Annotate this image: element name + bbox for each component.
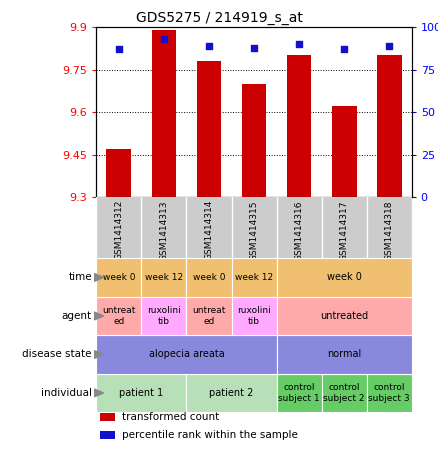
Bar: [96, 335, 276, 374]
Text: untreated: untreated: [320, 311, 368, 321]
Bar: [106, 149, 131, 197]
Bar: [287, 55, 311, 197]
Bar: [276, 335, 412, 374]
Text: GSM1414317: GSM1414317: [339, 200, 349, 260]
Polygon shape: [94, 312, 104, 320]
Text: ruxolini
tib: ruxolini tib: [237, 306, 271, 326]
Bar: [99, 413, 115, 421]
Text: agent: agent: [62, 311, 92, 321]
Text: week 0: week 0: [327, 272, 362, 283]
Bar: [276, 374, 321, 412]
Text: patient 1: patient 1: [119, 388, 163, 398]
Bar: [242, 84, 266, 197]
Point: [160, 35, 167, 43]
Bar: [367, 374, 412, 412]
Bar: [321, 374, 367, 412]
Text: time: time: [68, 272, 92, 283]
Point: [341, 46, 348, 53]
Text: normal: normal: [327, 349, 361, 360]
Text: GSM1414318: GSM1414318: [385, 200, 394, 260]
Bar: [332, 106, 357, 197]
Bar: [187, 258, 232, 297]
Point: [251, 44, 258, 51]
Bar: [377, 55, 402, 197]
Text: untreat
ed: untreat ed: [102, 306, 136, 326]
Bar: [152, 30, 177, 197]
Bar: [232, 297, 276, 335]
Text: percentile rank within the sample: percentile rank within the sample: [122, 430, 297, 440]
Point: [115, 46, 122, 53]
Text: GSM1414316: GSM1414316: [295, 200, 304, 260]
Text: week 12: week 12: [145, 273, 183, 282]
Bar: [232, 258, 276, 297]
Text: GSM1414315: GSM1414315: [250, 200, 258, 260]
Text: week 0: week 0: [102, 273, 135, 282]
Text: GSM1414312: GSM1414312: [114, 200, 124, 260]
Text: GSM1414313: GSM1414313: [159, 200, 169, 260]
Text: GDS5275 / 214919_s_at: GDS5275 / 214919_s_at: [136, 11, 302, 25]
Text: week 12: week 12: [235, 273, 273, 282]
Text: control
subject 2: control subject 2: [323, 383, 365, 403]
Text: week 0: week 0: [193, 273, 225, 282]
Point: [205, 42, 212, 49]
Text: control
subject 1: control subject 1: [278, 383, 320, 403]
Bar: [96, 297, 141, 335]
Text: transformed count: transformed count: [122, 412, 219, 422]
Bar: [276, 297, 412, 335]
Bar: [187, 297, 232, 335]
Text: ruxolini
tib: ruxolini tib: [147, 306, 181, 326]
Text: control
subject 3: control subject 3: [368, 383, 410, 403]
Point: [296, 41, 303, 48]
Text: untreat
ed: untreat ed: [192, 306, 226, 326]
Text: GSM1414314: GSM1414314: [205, 200, 213, 260]
Bar: [276, 258, 412, 297]
Bar: [187, 374, 276, 412]
Bar: [96, 258, 141, 297]
Text: patient 2: patient 2: [209, 388, 254, 398]
Bar: [197, 61, 221, 197]
Text: disease state: disease state: [22, 349, 92, 360]
Text: individual: individual: [41, 388, 92, 398]
Bar: [96, 374, 187, 412]
Bar: [141, 297, 187, 335]
Polygon shape: [94, 274, 104, 281]
Bar: [99, 431, 115, 439]
Bar: [141, 258, 187, 297]
Point: [386, 42, 393, 49]
Text: alopecia areata: alopecia areata: [148, 349, 224, 360]
Polygon shape: [94, 389, 104, 397]
Polygon shape: [94, 351, 104, 358]
